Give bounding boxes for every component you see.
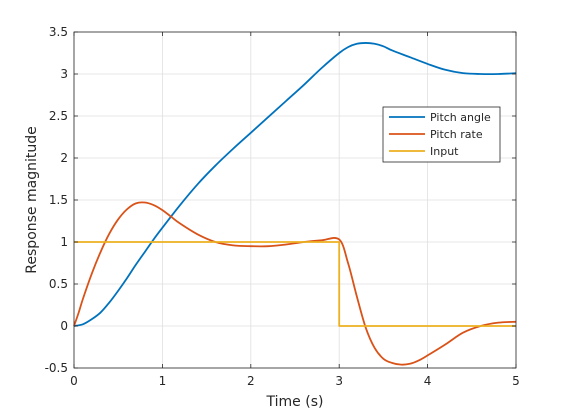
y-tick-label: 0 [60,319,68,333]
x-axis-label: Time (s) [266,394,324,410]
tick-labels: 0 1 2 3 4 5-0.500.511.522.533.5 [45,25,520,388]
y-tick-label: 2.5 [49,109,68,123]
y-tick-label: -0.5 [45,361,68,375]
series-line-2 [73,201,517,366]
legend-label: Input [430,145,459,158]
y-tick-label: 2 [60,151,68,165]
x-tick-label: 2 [247,374,255,388]
y-tick-label: 1.5 [49,193,68,207]
ticks [73,31,517,369]
y-tick-label: 1 [60,235,68,249]
x-tick-label: 0 [70,374,78,388]
series-layer [73,42,517,366]
legend: Pitch angle Pitch rate Input [382,106,501,163]
legend-label: Pitch rate [430,128,483,141]
x-tick-label: 5 [512,374,520,388]
y-axis-label: Response magnitude [24,126,40,273]
legend-label: Pitch angle [430,111,491,124]
y-tick-label: 3 [60,67,68,81]
y-tick-label: 0.5 [49,277,68,291]
series-line-1 [73,42,517,327]
x-tick-label: 3 [335,374,343,388]
x-tick-label: 1 [159,374,167,388]
series-line-3 [74,241,516,327]
x-tick-label: 4 [424,374,432,388]
y-tick-label: 3.5 [49,25,68,39]
